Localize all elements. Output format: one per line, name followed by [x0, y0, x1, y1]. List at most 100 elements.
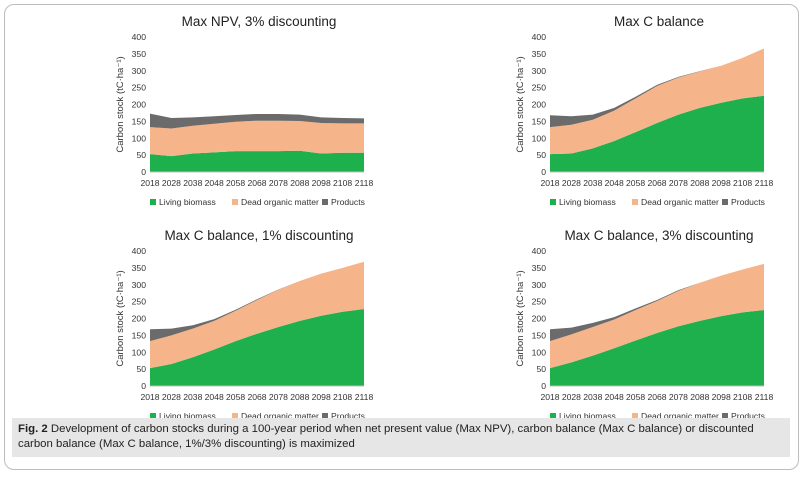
chart-svg-max-c-balance-1pct: Max C balance, 1% discounting 0 50 100 150 20…: [115, 228, 374, 421]
chart-title: Max C balance: [614, 14, 704, 29]
x-tick-label: 2058: [626, 392, 645, 402]
y-tick-label: 50: [136, 364, 146, 374]
x-tick-label: 2058: [626, 178, 645, 188]
legend-label-dead-organic-matter: Dead organic matter: [241, 197, 319, 207]
x-tick-label: 2068: [647, 392, 666, 402]
x-tick-label: 2118: [355, 392, 374, 402]
chart-title: Max NPV, 3% discounting: [182, 14, 337, 29]
area-series-dead-organic-matter: [150, 261, 364, 369]
x-tick-label: 2068: [247, 178, 266, 188]
x-tick-label: 2028: [562, 178, 581, 188]
legend-label-products: Products: [331, 197, 365, 207]
y-tick-label: 150: [532, 116, 547, 126]
chart-svg-max-c-balance: Max C balance 0 50 100 150 200 250 300 350 400 201…: [515, 14, 774, 207]
y-tick-label: 100: [132, 347, 147, 357]
x-tick-label: 2058: [226, 178, 245, 188]
x-tick-label: 2098: [712, 392, 731, 402]
x-tick-label: 2028: [562, 392, 581, 402]
y-tick-label: 0: [141, 167, 146, 177]
y-tick-label: 250: [132, 297, 147, 307]
x-tick-label: 2098: [712, 178, 731, 188]
x-tick-label: 2118: [755, 392, 774, 402]
legend-label-products: Products: [331, 411, 365, 421]
y-tick-label: 0: [141, 381, 146, 391]
chart-title: Max C balance, 1% discounting: [164, 228, 353, 243]
legend-swatch-products: [722, 199, 728, 205]
y-tick-label: 400: [132, 246, 147, 256]
legend-swatch-dead-organic-matter: [232, 413, 238, 419]
x-tick-label: 2118: [755, 178, 774, 188]
y-tick-label: 200: [532, 314, 547, 324]
x-tick-label: 2048: [205, 392, 224, 402]
x-tick-label: 2018: [140, 392, 159, 402]
y-tick-label: 350: [132, 263, 147, 273]
x-tick-label: 2018: [540, 178, 559, 188]
area-series-dead-organic-matter: [150, 120, 364, 157]
legend-label-living-biomass: Living biomass: [159, 197, 216, 207]
chart-svg-max-c-balance-3pct: Max C balance, 3% discounting 0 50 100 150 20…: [515, 228, 774, 421]
x-tick-label: 2098: [312, 392, 331, 402]
x-tick-label: 2108: [333, 392, 352, 402]
area-series-living-biomass: [550, 310, 764, 386]
chart-panel-max-c-balance-3pct: Max C balance, 3% discounting 0 50 100 150 20…: [412, 224, 784, 434]
y-tick-label: 350: [532, 263, 547, 273]
y-tick-label: 50: [536, 150, 546, 160]
area-series-products: [150, 113, 364, 129]
chart-title: Max C balance, 3% discounting: [564, 228, 753, 243]
x-tick-label: 2078: [269, 178, 288, 188]
y-tick-label: 50: [536, 364, 546, 374]
legend-label-living-biomass: Living biomass: [559, 411, 616, 421]
y-axis-label: Carbon stock (tC·ha⁻¹): [515, 270, 526, 366]
y-tick-label: 250: [532, 83, 547, 93]
legend-label-dead-organic-matter: Dead organic matter: [641, 197, 719, 207]
x-tick-label: 2088: [290, 178, 309, 188]
y-tick-label: 200: [132, 100, 147, 110]
x-tick-label: 2078: [669, 178, 688, 188]
x-tick-label: 2118: [355, 178, 374, 188]
chart-panel-max-c-balance: Max C balance 0 50 100 150 200 250 300 350 400 201…: [412, 10, 784, 220]
figure-caption: Fig. 2 Development of carbon stocks duri…: [12, 418, 790, 457]
area-series-dead-organic-matter: [550, 263, 764, 369]
x-tick-label: 2028: [162, 392, 181, 402]
y-tick-label: 400: [532, 246, 547, 256]
y-axis-label: Carbon stock (tC·ha⁻¹): [515, 56, 526, 152]
x-tick-label: 2038: [583, 178, 602, 188]
x-tick-label: 2048: [205, 178, 224, 188]
legend-label-living-biomass: Living biomass: [159, 411, 216, 421]
x-tick-label: 2038: [183, 178, 202, 188]
y-tick-label: 300: [132, 66, 147, 76]
area-series-living-biomass: [150, 309, 364, 386]
area-series-living-biomass: [550, 95, 764, 172]
y-tick-label: 200: [532, 100, 547, 110]
x-tick-label: 2048: [605, 392, 624, 402]
y-tick-label: 200: [132, 314, 147, 324]
x-tick-label: 2088: [690, 392, 709, 402]
y-tick-label: 100: [532, 347, 547, 357]
legend-swatch-products: [322, 199, 328, 205]
y-axis-label: Carbon stock (tC·ha⁻¹): [115, 270, 126, 366]
x-tick-label: 2068: [647, 178, 666, 188]
chart-panel-max-c-balance-1pct: Max C balance, 1% discounting 0 50 100 150 20…: [12, 224, 384, 434]
x-tick-label: 2018: [540, 392, 559, 402]
x-tick-label: 2108: [333, 178, 352, 188]
x-tick-label: 2088: [290, 392, 309, 402]
legend-swatch-dead-organic-matter: [632, 413, 638, 419]
chart-panel-max-npv: Max NPV, 3% discounting 0 50 100 150 200 250 30…: [12, 10, 384, 220]
caption-label: Fig. 2: [18, 423, 48, 435]
y-tick-label: 50: [136, 150, 146, 160]
x-tick-label: 2028: [162, 178, 181, 188]
legend-swatch-products: [722, 413, 728, 419]
area-series-dead-organic-matter: [550, 48, 764, 155]
area-series-living-biomass: [150, 150, 364, 172]
y-tick-label: 0: [541, 381, 546, 391]
x-tick-label: 2068: [247, 392, 266, 402]
y-tick-label: 350: [132, 49, 147, 59]
x-tick-label: 2108: [733, 392, 752, 402]
x-tick-label: 2018: [140, 178, 159, 188]
y-tick-label: 400: [532, 32, 547, 42]
y-tick-label: 150: [132, 330, 147, 340]
x-tick-label: 2078: [269, 392, 288, 402]
y-tick-label: 100: [532, 133, 547, 143]
y-tick-label: 300: [532, 66, 547, 76]
legend-label-dead-organic-matter: Dead organic matter: [241, 411, 319, 421]
